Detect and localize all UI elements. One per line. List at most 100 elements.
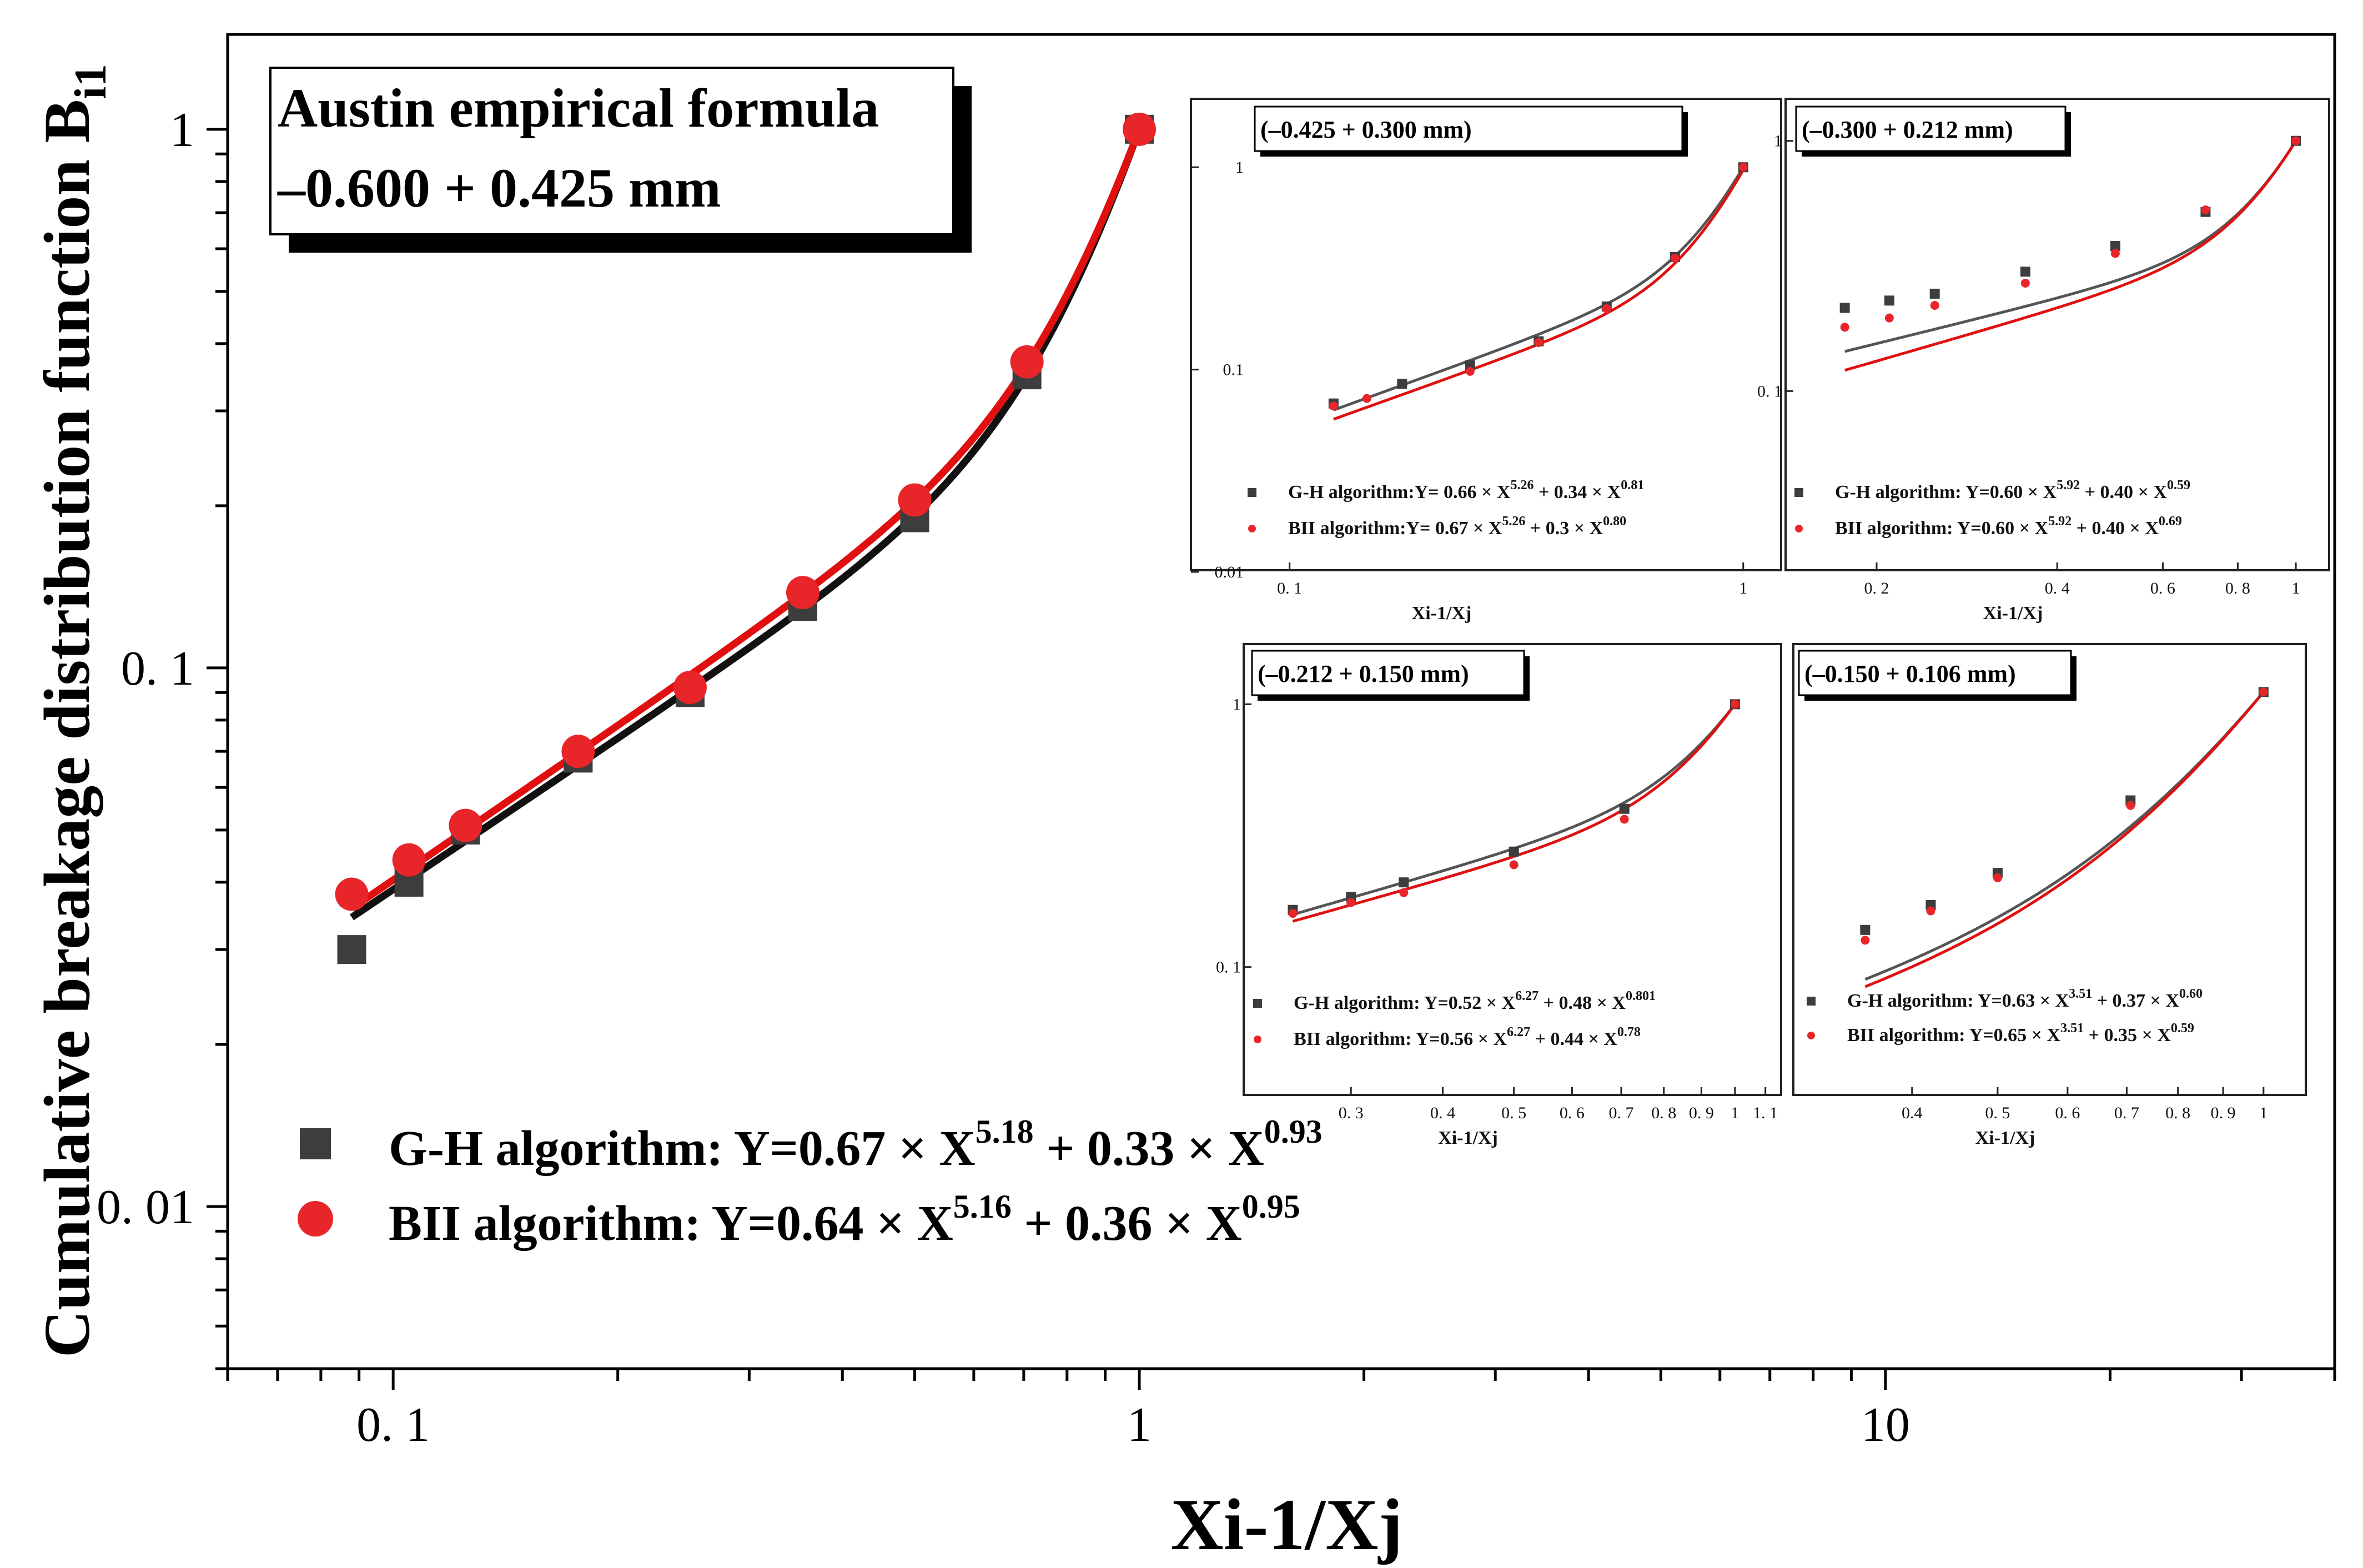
inset-data-point: [1929, 288, 1940, 299]
inset-data-point: [1602, 304, 1611, 313]
inset-legend-exponent: 3.51: [2060, 1021, 2084, 1036]
inset-data-point: [1619, 803, 1630, 814]
inset-data-point: [1509, 860, 1519, 870]
inset-data-point: [2020, 267, 2030, 277]
inset-legend-exponent: 5.92: [2057, 478, 2080, 492]
data-point: [335, 877, 369, 911]
inset-x-tick-label: 0. 6: [2055, 1104, 2080, 1122]
inset-points-bii: [1329, 163, 1748, 411]
inset-axes: 0. 1 1 0.01 0.1 1 Xi-1/Xj: [1191, 158, 1747, 624]
inset-data-point: [2259, 687, 2268, 697]
y-axis-title: Cumulative breakage distribution functio…: [31, 64, 115, 1358]
inset-data-point: [1288, 909, 1298, 918]
inset-data-point: [1509, 846, 1519, 857]
inset-x-tick-label: 0. 8: [1651, 1104, 1676, 1122]
legend-exponent: 5.16: [953, 1188, 1012, 1225]
inset-legend-text: G-H algorithm: Y=0.60 × X: [1835, 482, 2057, 502]
inset-title: (–0.212 + 0.150 mm): [1258, 660, 1469, 687]
inset-legend-text: BII algorithm: Y=0.56 × X: [1294, 1029, 1507, 1049]
inset-legend-text: BII algorithm:Y= 0.67 × X: [1288, 518, 1502, 539]
x-tick-label: 1: [1127, 1398, 1152, 1452]
inset-title-frame: [1254, 105, 1683, 152]
inset-y-tick-label: 0.01: [1215, 563, 1244, 581]
inset-data-point: [1860, 924, 1871, 935]
inset-x-tick-label: 0. 3: [1339, 1104, 1364, 1122]
inset-legend-text: + 0.37 × X: [2092, 991, 2179, 1011]
inset-x-tick-label: 0. 9: [2211, 1104, 2236, 1122]
inset-legend-exponent: 0.81: [1621, 478, 1644, 492]
inset-legend-marker: [1795, 525, 1803, 532]
inset-data-point: [1861, 936, 1870, 945]
inset-x-tick-label: 0. 5: [1501, 1104, 1526, 1122]
inset-legend-text: + 0.40 × X: [2072, 518, 2159, 539]
inset-y-tick-label: 0. 1: [1757, 382, 1782, 400]
inset-legend-entry: G-H algorithm: Y=0.60 × X5.92 + 0.40 × X…: [1835, 478, 2190, 502]
inset-chart-3: 0. 3 0. 4 0. 5 0. 6 0. 7 0. 8 0. 9 1 1. 1 0. 1 1 Xi…: [1216, 643, 1782, 1148]
y-tick-label: 0. 1: [121, 642, 194, 696]
inset-axes: 0. 2 0. 4 0. 6 0. 8 1 0. 1 1 Xi-1/Xj: [1757, 132, 2300, 624]
inset-y-tick-label: 1: [1233, 695, 1241, 713]
legend-marker: [298, 1201, 333, 1237]
inset-data-point: [1884, 295, 1894, 306]
inset-legend-text: BII algorithm: Y=0.65 × X: [1847, 1025, 2061, 1046]
inset-chart-1: 0. 1 1 0.01 0.1 1 Xi-1/Xj (–0.425 + 0.300 mm) G…: [1190, 98, 1782, 624]
inset-data-point: [1840, 323, 1849, 332]
inset-data-point: [1362, 394, 1371, 403]
inset-legend-text: G-H algorithm: Y=0.52 × X: [1294, 993, 1516, 1013]
inset-data-point: [2291, 136, 2301, 145]
legend-entry: G-H algorithm: Y=0.67 × X5.18 + 0.33 × X…: [389, 1113, 1323, 1176]
inset-data-point: [1399, 888, 1409, 897]
inset-axes: 0.4 0. 5 0. 6 0. 7 0. 8 0. 9 1 Xi-1/Xj: [1902, 1087, 2268, 1148]
inset-data-point: [2110, 249, 2120, 258]
inset-chart-2: 0. 2 0. 4 0. 6 0. 8 1 0. 1 1 Xi-1/Xj (–0.300 + 0…: [1757, 98, 2330, 624]
inset-fit-curve: [1864, 691, 2265, 988]
inset-legend-text: + 0.44 × X: [1530, 1029, 1617, 1049]
data-point: [786, 576, 819, 610]
inset-legend-text: G-H algorithm: Y=0.63 × X: [1847, 991, 2069, 1011]
inset-data-point: [1346, 898, 1356, 907]
main-legend: G-H algorithm: Y=0.67 × X5.18 + 0.33 × X…: [298, 1113, 1323, 1251]
inset-data-point: [1620, 815, 1629, 824]
inset-x-tick-label: 0. 8: [2225, 579, 2250, 597]
inset-legend-entry: G-H algorithm:Y= 0.66 × X5.26 + 0.34 × X…: [1288, 478, 1644, 502]
inset-points-bii: [1861, 687, 2268, 945]
inset-data-point: [2020, 278, 2030, 288]
inset-legend-exponent: 5.92: [2048, 514, 2072, 529]
inset-data-point: [1926, 906, 1935, 916]
inset-points-bii: [1288, 700, 1739, 918]
inset-legend-marker: [1254, 1036, 1261, 1043]
inset-x-tick-label: 1: [1739, 579, 1747, 597]
inset-x-axis-title: Xi-1/Xj: [1438, 1128, 1498, 1148]
title-line-1: Austin empirical formula: [278, 77, 879, 139]
inset-data-point: [2126, 801, 2135, 810]
y-tick-label: 1: [170, 103, 194, 157]
inset-legend-marker: [1248, 488, 1256, 497]
inset-data-point: [1670, 254, 1680, 263]
inset-fit-curve: [1844, 140, 2297, 372]
x-axis-title: Xi-1/Xj: [1171, 1484, 1403, 1565]
inset-data-point: [1993, 873, 2002, 883]
inset-x-tick-label: 0. 2: [1864, 579, 1889, 597]
inset-x-tick-label: 0. 4: [1430, 1104, 1455, 1122]
inset-x-axis-title: Xi-1/Xj: [1412, 603, 1472, 624]
inset-y-tick-label: 0. 1: [1216, 958, 1241, 977]
inset-title-box: (–0.212 + 0.150 mm): [1251, 650, 1530, 701]
inset-data-point: [1884, 313, 1894, 323]
inset-x-tick-label: 0. 4: [2045, 579, 2070, 597]
inset-axes: 0. 3 0. 4 0. 5 0. 6 0. 7 0. 8 0. 9 1 1. 1 0. 1 1 Xi…: [1216, 695, 1778, 1148]
inset-frame: [1243, 643, 1782, 1096]
inset-title-box: (–0.425 + 0.300 mm): [1254, 105, 1688, 157]
inset-title-frame: [1251, 650, 1525, 696]
inset-legend-exponent: 0.80: [1603, 514, 1626, 529]
main-title-box: Austin empirical formula –0.600 + 0.425 m…: [269, 67, 972, 253]
inset-legend-entry: BII algorithm:Y= 0.67 × X5.26 + 0.3 × X0…: [1288, 514, 1626, 539]
inset-legend-marker: [1253, 999, 1262, 1008]
title-box-frame: [269, 67, 954, 235]
inset-y-tick-label: 1: [1774, 132, 1782, 150]
main-series-gh: [349, 128, 1143, 921]
main-points-bii: [335, 112, 1157, 911]
main-series-bii: [349, 128, 1143, 912]
legend-text: + 0.33 × X: [1034, 1121, 1264, 1176]
inset-legend-marker: [1807, 1032, 1815, 1039]
data-point: [1010, 345, 1044, 379]
